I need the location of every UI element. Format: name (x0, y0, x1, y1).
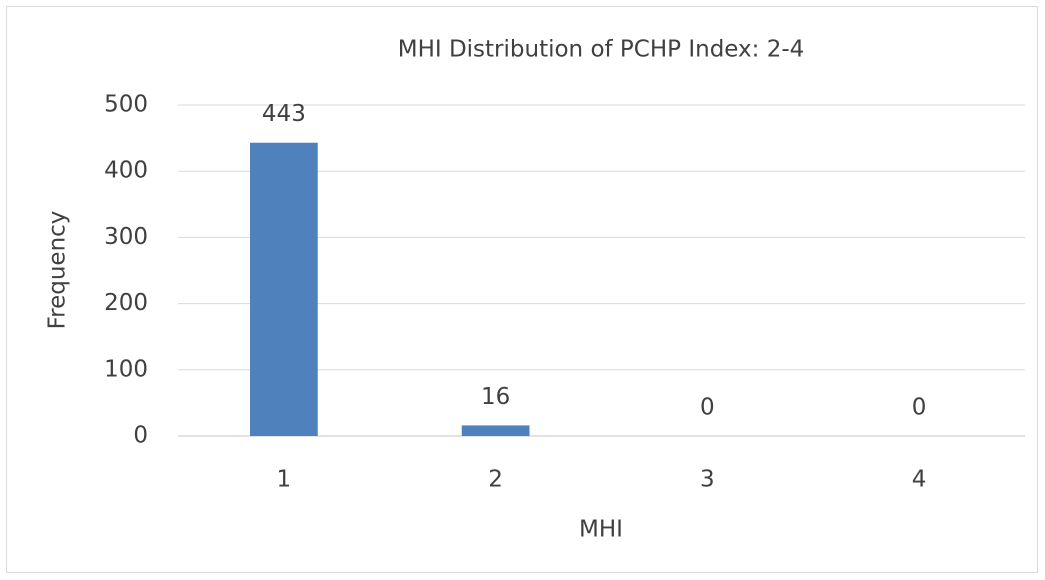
data-label: 0 (912, 395, 927, 421)
y-tick-label: 500 (104, 92, 148, 118)
y-tick-label: 300 (104, 224, 148, 250)
bar (249, 142, 318, 436)
data-label: 443 (262, 101, 306, 127)
chart-border (6, 6, 1038, 573)
x-tick-label: 3 (700, 467, 715, 493)
x-axis-title: MHI (579, 517, 623, 543)
x-tick-label: 2 (488, 467, 503, 493)
data-label: 16 (481, 384, 510, 410)
x-tick-label: 4 (912, 467, 927, 493)
chart-title: MHI Distribution of PCHP Index: 2-4 (398, 37, 805, 63)
y-tick-label: 0 (133, 423, 148, 449)
y-tick-label: 400 (104, 158, 148, 184)
y-tick-label: 100 (104, 356, 148, 382)
x-tick-label: 1 (277, 467, 292, 493)
y-tick-label: 200 (104, 290, 148, 316)
bar (461, 425, 530, 436)
data-label: 0 (700, 395, 715, 421)
y-axis-title: Frequency (45, 211, 71, 330)
